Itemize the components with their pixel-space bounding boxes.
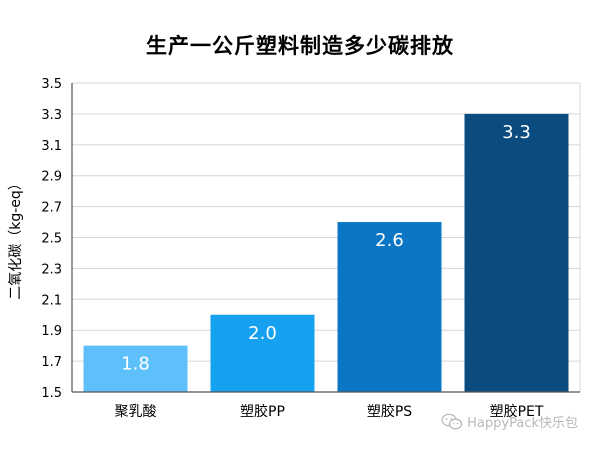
x-tick-label: 塑胶PS	[367, 403, 412, 420]
y-tick-label: 3.1	[41, 139, 62, 154]
wechat-icon	[441, 413, 463, 429]
bar	[464, 113, 569, 393]
bars	[83, 113, 569, 393]
watermark: HappyPack快乐包	[441, 412, 578, 431]
bar-value-label: 3.3	[502, 122, 531, 143]
x-tick-label: 塑胶PP	[240, 403, 285, 420]
y-tick-label: 1.9	[41, 324, 62, 339]
bar	[337, 222, 442, 392]
bar	[210, 314, 315, 392]
y-tick-label: 2.9	[41, 170, 62, 185]
bar-value-labels: 1.8 2.0 2.6 3.3	[121, 122, 531, 375]
y-tick-label: 1.5	[41, 386, 62, 401]
y-tick-label: 2.1	[41, 293, 62, 308]
bar-value-label: 2.0	[248, 323, 277, 344]
watermark-text: HappyPack快乐包	[467, 416, 578, 431]
x-tick-label: 聚乳酸	[115, 404, 157, 420]
y-tick-label: 2.3	[41, 262, 62, 277]
x-tick-label: 塑胶PET	[490, 403, 544, 420]
y-tick-label: 2.7	[41, 201, 62, 216]
axes: 1.5 1.7 1.9 2.1 2.3 2.5 2.7 2.9 3.1 3.3 3.5 聚乳酸 塑胶PP…	[41, 77, 580, 420]
y-tick-label: 1.7	[41, 355, 62, 370]
bar	[83, 345, 188, 392]
y-tick-label: 3.3	[41, 108, 62, 123]
y-axis-label: 二氧化碳（kg-eq）	[8, 176, 24, 300]
y-tick-label: 2.5	[41, 232, 62, 247]
bar-value-label: 1.8	[121, 354, 150, 375]
chart-title: 生产一公斤塑料制造多少碳排放	[146, 34, 454, 58]
bar-value-label: 2.6	[375, 230, 404, 251]
y-tick-label: 3.5	[41, 77, 62, 92]
